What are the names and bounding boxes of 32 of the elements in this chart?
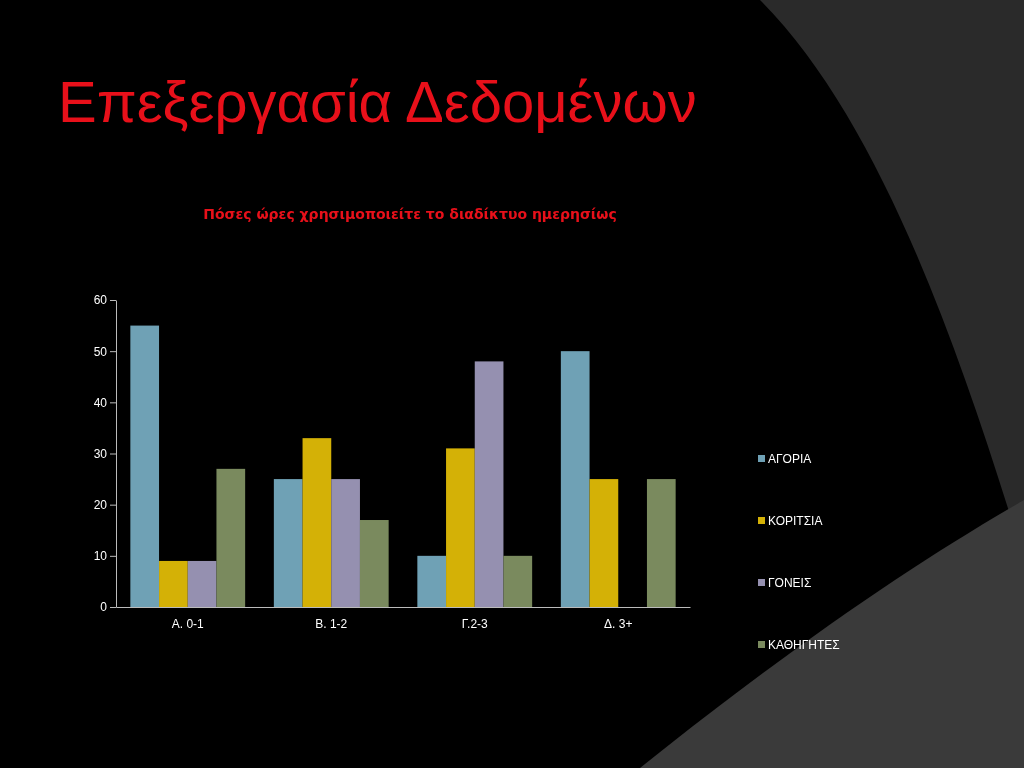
y-tick-label: 20 — [93, 498, 108, 513]
chart-title: Επεξεργασία Δεδομένων — [58, 69, 697, 134]
legend-label: ΚΑΘΗΓΗΤΕΣ — [768, 638, 840, 652]
y-tick-label: 60 — [93, 293, 108, 308]
bar — [589, 479, 619, 607]
bar — [302, 438, 332, 607]
y-tick-label: 0 — [100, 600, 108, 615]
bar — [359, 520, 389, 607]
y-tick-label: 50 — [93, 344, 108, 359]
bar — [216, 468, 246, 607]
bar — [187, 560, 217, 607]
bar — [331, 479, 360, 607]
bar — [417, 555, 447, 607]
y-tick-label: 10 — [93, 549, 108, 564]
bar — [503, 555, 533, 607]
bar — [446, 448, 475, 607]
legend-label: ΓΟΝΕΙΣ — [768, 576, 812, 590]
x-tick-label: Δ. 3+ — [604, 616, 633, 631]
bar — [474, 361, 504, 607]
x-tick-label: Β. 1-2 — [315, 616, 348, 631]
bar — [273, 479, 303, 607]
y-tick-label: 30 — [93, 446, 108, 461]
bar — [560, 351, 590, 607]
x-tick-label: Α. 0-1 — [171, 616, 205, 631]
y-tick-label: 40 — [93, 395, 108, 410]
bar — [646, 479, 676, 607]
chart-subtitle: Πόσες ώρες χρησιμοποιείτε το διαδίκτυο ημερησίως — [203, 206, 617, 222]
bar — [159, 560, 188, 607]
x-tick-label: Γ.2-3 — [461, 616, 489, 631]
legend-label: ΚΟΡΙΤΣΙΑ — [768, 514, 823, 528]
legend-label: ΑΓΟΡΙΑ — [768, 452, 812, 466]
bar — [130, 325, 160, 607]
